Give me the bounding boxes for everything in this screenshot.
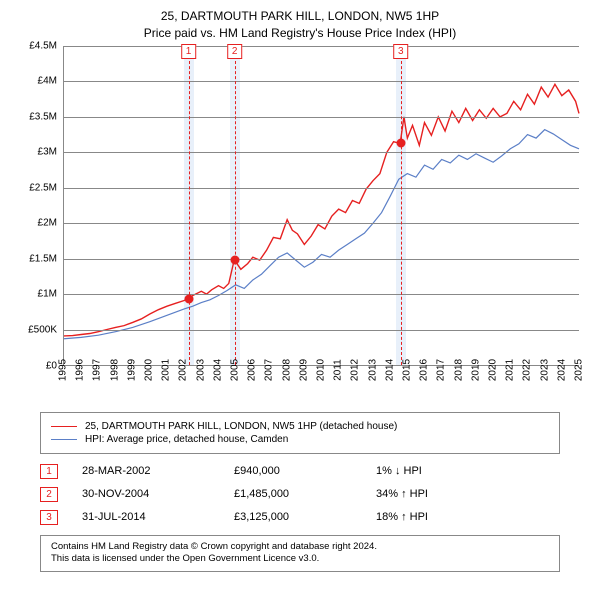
gridline — [64, 259, 579, 260]
legend-swatch-hpi — [51, 439, 77, 440]
legend: 25, DARTMOUTH PARK HILL, LONDON, NW5 1HP… — [40, 412, 560, 454]
event-row: 3 31-JUL-2014 £3,125,000 18% ↑ HPI — [40, 506, 560, 529]
xtick-label: 2010 — [316, 358, 327, 380]
xtick-label: 2012 — [350, 358, 361, 380]
xtick-label: 2023 — [539, 358, 550, 380]
xtick-label: 2003 — [195, 358, 206, 380]
event-number: 2 — [40, 487, 58, 502]
ytick-label: £4M — [38, 76, 57, 87]
event-marker-number: 1 — [181, 44, 197, 59]
xtick-label: 2018 — [453, 358, 464, 380]
xtick-label: 2008 — [281, 358, 292, 380]
legend-row-hpi: HPI: Average price, detached house, Camd… — [51, 434, 549, 445]
event-marker-line — [235, 46, 236, 365]
xtick-label: 2009 — [298, 358, 309, 380]
xtick-label: 2005 — [230, 358, 241, 380]
gridline — [64, 117, 579, 118]
event-delta: 18% ↑ HPI — [376, 511, 496, 523]
ytick-label: £500K — [28, 325, 57, 336]
xtick-label: 2007 — [264, 358, 275, 380]
legend-label-subject: 25, DARTMOUTH PARK HILL, LONDON, NW5 1HP… — [85, 421, 397, 432]
xtick-label: 2000 — [144, 358, 155, 380]
xtick-label: 2013 — [367, 358, 378, 380]
event-date: 31-JUL-2014 — [82, 511, 222, 523]
ytick-label: £1M — [38, 289, 57, 300]
footer-attribution: Contains HM Land Registry data © Crown c… — [40, 535, 560, 573]
event-date: 28-MAR-2002 — [82, 465, 222, 477]
title-line2: Price paid vs. HM Land Registry's House … — [18, 25, 582, 42]
xtick-label: 2015 — [402, 358, 413, 380]
xtick-label: 1996 — [75, 358, 86, 380]
ytick-label: £4.5M — [29, 40, 57, 51]
xtick-label: 1999 — [126, 358, 137, 380]
ytick-label: £2.5M — [29, 182, 57, 193]
xtick-label: 2017 — [436, 358, 447, 380]
gridline — [64, 46, 579, 47]
event-marker-line — [189, 46, 190, 365]
event-delta: 1% ↓ HPI — [376, 465, 496, 477]
chart-series — [64, 46, 579, 365]
legend-row-subject: 25, DARTMOUTH PARK HILL, LONDON, NW5 1HP… — [51, 421, 549, 432]
event-number: 1 — [40, 464, 58, 479]
xtick-label: 2019 — [470, 358, 481, 380]
gridline — [64, 223, 579, 224]
xtick-label: 2014 — [384, 358, 395, 380]
plot-area: 1 2 3 — [63, 46, 579, 366]
xtick-label: 2006 — [247, 358, 258, 380]
xtick-label: 2025 — [574, 358, 585, 380]
xtick-label: 2011 — [333, 359, 344, 381]
event-delta: 34% ↑ HPI — [376, 488, 496, 500]
event-row: 1 28-MAR-2002 £940,000 1% ↓ HPI — [40, 460, 560, 483]
xtick-label: 1998 — [109, 358, 120, 380]
ytick-label: £3.5M — [29, 111, 57, 122]
gridline — [64, 81, 579, 82]
ytick-label: £2M — [38, 218, 57, 229]
arrow-up-icon: ↑ — [401, 511, 407, 523]
xtick-label: 2020 — [488, 358, 499, 380]
event-number: 3 — [40, 510, 58, 525]
footer-line1: Contains HM Land Registry data © Crown c… — [51, 541, 549, 554]
xtick-label: 2004 — [212, 358, 223, 380]
ytick-label: £0 — [46, 360, 57, 371]
event-price: £1,485,000 — [234, 488, 364, 500]
xtick-label: 2022 — [522, 358, 533, 380]
legend-swatch-subject — [51, 426, 77, 427]
event-dot — [184, 294, 193, 303]
ytick-label: £1.5M — [29, 253, 57, 264]
xtick-label: 2024 — [556, 358, 567, 380]
chart-title-block: 25, DARTMOUTH PARK HILL, LONDON, NW5 1HP… — [18, 8, 582, 42]
events-table: 1 28-MAR-2002 £940,000 1% ↓ HPI 2 30-NOV-2004… — [40, 460, 560, 529]
chart: £0£500K£1M£1.5M£2M£2.5M£3M£3.5M£4M£4.5M … — [18, 46, 582, 406]
event-date: 30-NOV-2004 — [82, 488, 222, 500]
y-axis: £0£500K£1M£1.5M£2M£2.5M£3M£3.5M£4M£4.5M — [18, 46, 63, 366]
title-line1: 25, DARTMOUTH PARK HILL, LONDON, NW5 1HP — [18, 8, 582, 25]
arrow-down-icon: ↓ — [395, 465, 401, 477]
event-price: £3,125,000 — [234, 511, 364, 523]
gridline — [64, 330, 579, 331]
event-marker-number: 3 — [393, 44, 409, 59]
event-price: £940,000 — [234, 465, 364, 477]
event-row: 2 30-NOV-2004 £1,485,000 34% ↑ HPI — [40, 483, 560, 506]
ytick-label: £3M — [38, 147, 57, 158]
xtick-label: 1997 — [92, 358, 103, 380]
series-line-subject — [64, 84, 579, 336]
gridline — [64, 152, 579, 153]
legend-label-hpi: HPI: Average price, detached house, Camd… — [85, 434, 288, 445]
xtick-label: 2016 — [419, 358, 430, 380]
series-line-hpi — [64, 129, 579, 338]
xtick-label: 2021 — [505, 358, 516, 380]
footer-line2: This data is licensed under the Open Gov… — [51, 553, 549, 566]
arrow-up-icon: ↑ — [401, 488, 407, 500]
gridline — [64, 294, 579, 295]
xtick-label: 2001 — [161, 358, 172, 380]
event-marker-line — [401, 46, 402, 365]
event-marker-number: 2 — [227, 44, 243, 59]
event-dot — [396, 139, 405, 148]
event-dot — [230, 255, 239, 264]
xtick-label: 1995 — [58, 358, 69, 380]
gridline — [64, 188, 579, 189]
x-axis: 1995199619971998199920002001200220032004… — [63, 366, 579, 406]
xtick-label: 2002 — [178, 358, 189, 380]
